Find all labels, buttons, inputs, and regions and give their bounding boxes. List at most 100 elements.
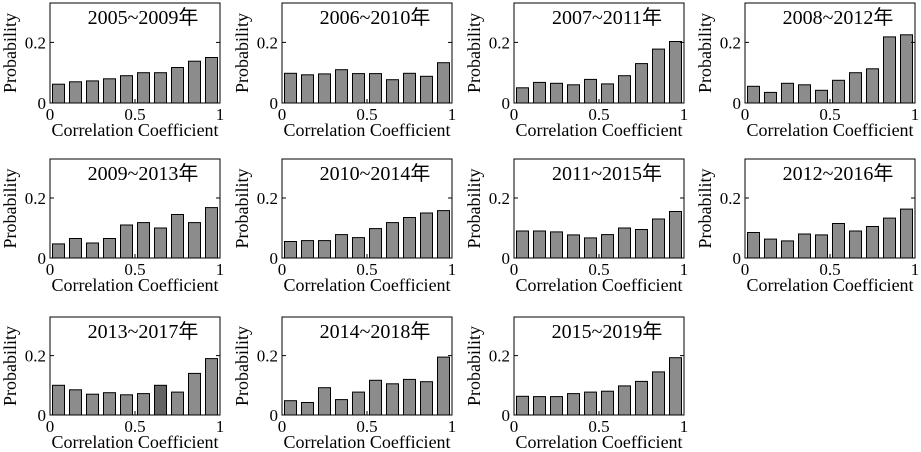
y-tick-label: 0 [270, 94, 279, 113]
bar [516, 87, 529, 104]
bar [533, 396, 546, 416]
x-axis-label: Correlation Coefficient [515, 275, 682, 295]
bar [849, 230, 862, 259]
bar [669, 41, 682, 104]
x-tick-label: 1 [216, 260, 225, 279]
bar [849, 72, 862, 104]
x-tick-label: 1 [911, 260, 920, 279]
x-tick-label: 0.5 [124, 417, 145, 436]
panel-title: 2014~2018年 [320, 320, 431, 343]
bar [669, 211, 682, 259]
x-tick-label: 0.5 [356, 417, 377, 436]
bar [369, 73, 382, 104]
bar [533, 230, 546, 259]
bar [352, 73, 365, 104]
bar [369, 228, 382, 259]
x-tick-label: 0.5 [356, 105, 377, 124]
bar [86, 242, 99, 259]
y-tick-label: 0.2 [25, 189, 46, 208]
y-axis-label: Probability [0, 169, 20, 249]
bar [815, 234, 828, 259]
bar [154, 72, 167, 104]
x-axis-label: Correlation Coefficient [283, 120, 450, 140]
y-tick-label: 0 [733, 249, 742, 268]
bar [52, 384, 65, 416]
bar [137, 393, 150, 416]
bar [386, 383, 399, 416]
bar [815, 89, 828, 104]
bar [52, 243, 65, 259]
bar [618, 227, 631, 259]
bar [437, 210, 450, 259]
bar [103, 78, 116, 104]
bar [781, 82, 794, 104]
bar [601, 83, 614, 104]
bar [798, 233, 811, 259]
bar [171, 214, 184, 259]
y-axis-label: Probability [232, 169, 252, 249]
bar [584, 78, 597, 104]
bar [386, 222, 399, 259]
y-axis-label: Probability [695, 13, 715, 93]
panel-title: 2010~2014年 [320, 162, 431, 185]
panel-title: 2015~2019年 [552, 320, 663, 343]
bar [798, 84, 811, 104]
y-axis-label: Probability [464, 326, 484, 406]
bar [420, 381, 433, 416]
y-tick-label: 0 [502, 94, 511, 113]
bar [403, 217, 416, 259]
bar [550, 396, 563, 416]
bar [618, 75, 631, 104]
y-tick-label: 0.2 [720, 189, 741, 208]
bar [86, 80, 99, 104]
bar [420, 75, 433, 104]
bar [171, 67, 184, 104]
x-tick-label: 0 [510, 105, 519, 124]
x-tick-label: 1 [680, 105, 689, 124]
bar [584, 391, 597, 416]
x-tick-label: 1 [448, 105, 457, 124]
y-axis-label: Probability [695, 169, 715, 249]
bar [832, 223, 845, 259]
x-tick-label: 1 [680, 260, 689, 279]
x-axis-label: Correlation Coefficient [515, 432, 682, 452]
panel-title: 2008~2012年 [783, 6, 894, 29]
bar [866, 226, 879, 259]
bar [652, 48, 665, 104]
bar [188, 372, 201, 416]
x-tick-label: 0 [741, 105, 750, 124]
bar [781, 240, 794, 259]
bar [352, 391, 365, 416]
y-axis-label: Probability [232, 326, 252, 406]
bar [103, 392, 116, 416]
y-tick-label: 0 [38, 249, 47, 268]
bar [318, 240, 331, 259]
bar [635, 229, 648, 259]
y-tick-label: 0.2 [720, 33, 741, 52]
bar [284, 400, 297, 416]
panel-title: 2013~2017年 [88, 320, 199, 343]
x-axis-label: Correlation Coefficient [51, 120, 218, 140]
bar [437, 62, 450, 104]
y-axis-label: Probability [464, 13, 484, 93]
bar [652, 371, 665, 416]
x-tick-label: 0 [278, 417, 287, 436]
bar [205, 57, 218, 104]
bar [103, 238, 116, 259]
bar [154, 384, 167, 416]
bar [120, 224, 133, 259]
bar [188, 222, 201, 259]
bar [567, 234, 580, 259]
bar [900, 208, 913, 259]
bar [369, 379, 382, 416]
x-axis-label: Correlation Coefficient [51, 275, 218, 295]
x-tick-label: 0.5 [819, 105, 840, 124]
